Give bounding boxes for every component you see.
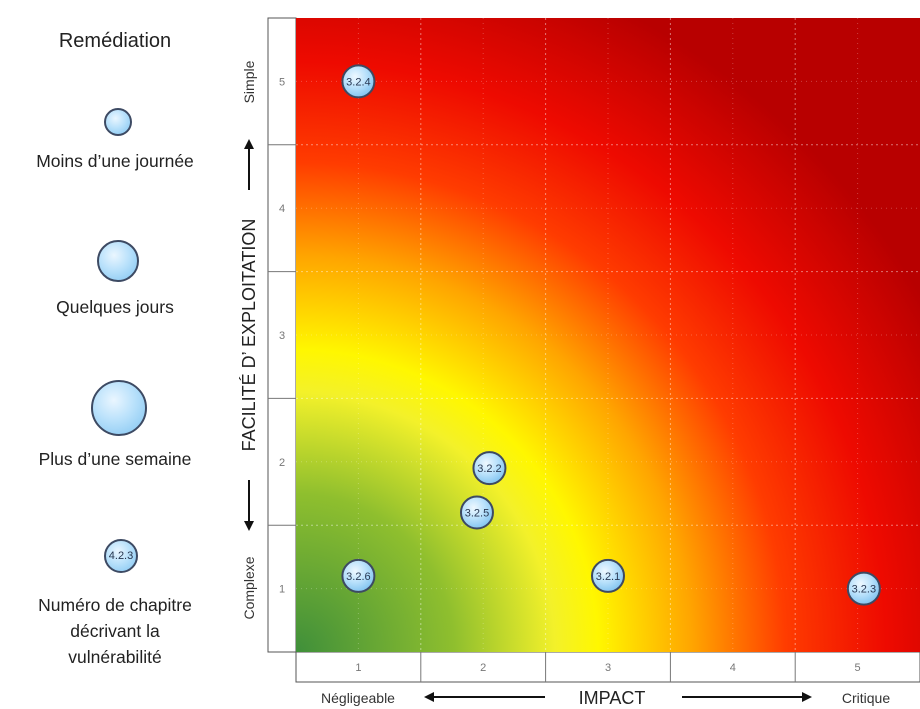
legend-label-large: Plus d’une semaine	[38, 449, 192, 469]
x-tick-label: 4	[730, 662, 736, 674]
x-arrow-left	[424, 692, 545, 702]
y-arrow-high	[244, 139, 254, 190]
y-axis-title: FACILITÉ D’ EXPLOITATION	[239, 219, 259, 452]
legend-chapter-bubble: 4.2.3	[104, 539, 138, 573]
legend-chapter-label-line2: décrivant la	[70, 621, 160, 641]
data-point-3-2-4: 3.2.4	[341, 64, 376, 99]
y-low-label: Complexe	[241, 556, 257, 619]
data-point-3-2-2: 3.2.2	[472, 451, 507, 486]
legend-label-medium: Quelques jours	[56, 297, 174, 317]
data-point-label: 3.2.4	[346, 76, 370, 88]
legend-label-small: Moins d’une journée	[36, 151, 194, 171]
y-tick-label: 2	[279, 457, 285, 469]
y-tick-label: 5	[279, 76, 285, 88]
data-point-label: 3.2.1	[596, 571, 620, 583]
grid	[296, 18, 920, 652]
data-point-3-2-3: 3.2.3	[846, 571, 881, 606]
legend-chapter-label-line3: vulnérabilité	[68, 647, 162, 667]
data-point-3-2-6: 3.2.6	[341, 558, 376, 593]
x-high-label: Critique	[842, 690, 890, 706]
y-arrow-low	[244, 480, 254, 531]
data-point-bubble	[341, 64, 376, 99]
plot-area	[296, 18, 920, 652]
x-tick-label: 5	[855, 662, 861, 674]
data-point-label: 3.2.5	[465, 508, 489, 520]
y-high-label: Simple	[241, 60, 257, 103]
y-tick-column	[267, 17, 297, 653]
data-point-bubble	[846, 571, 881, 606]
x-tick-label: 1	[355, 662, 361, 674]
x-tick-label: 2	[480, 662, 486, 674]
x-arrow-right	[682, 692, 812, 702]
y-tick-label: 3	[279, 330, 285, 342]
y-tick-label: 1	[279, 584, 285, 596]
data-point-bubble	[591, 558, 625, 593]
data-points: 3.2.4 3.2.2 3.2.5 3.2.6 3.2.1 3.2.3	[341, 64, 881, 606]
y-tick-label: 4	[279, 203, 285, 215]
legend-bubble-medium	[97, 240, 139, 282]
data-point-label: 3.2.6	[346, 571, 370, 583]
x-low-label: Négligeable	[321, 690, 395, 706]
data-point-3-2-1: 3.2.1	[591, 558, 625, 593]
data-point-label: 3.2.2	[477, 463, 501, 475]
legend-title: Remédiation	[58, 30, 172, 52]
data-point-label: 3.2.3	[852, 584, 876, 596]
legend-bubble-large	[91, 380, 147, 436]
ticks: 1 2 3 4 5 1 2 3 4 5	[268, 76, 861, 682]
data-point-bubble	[472, 451, 507, 486]
legend-chapter-label-line1: Numéro de chapitre	[38, 595, 192, 615]
legend-bubble-small	[104, 108, 132, 136]
x-tick-label: 3	[605, 662, 611, 674]
data-point-bubble	[341, 558, 376, 593]
data-point-3-2-5: 3.2.5	[459, 495, 494, 530]
data-point-bubble	[459, 495, 494, 530]
x-axis-title: IMPACT	[579, 688, 646, 708]
x-tick-row	[295, 651, 920, 683]
